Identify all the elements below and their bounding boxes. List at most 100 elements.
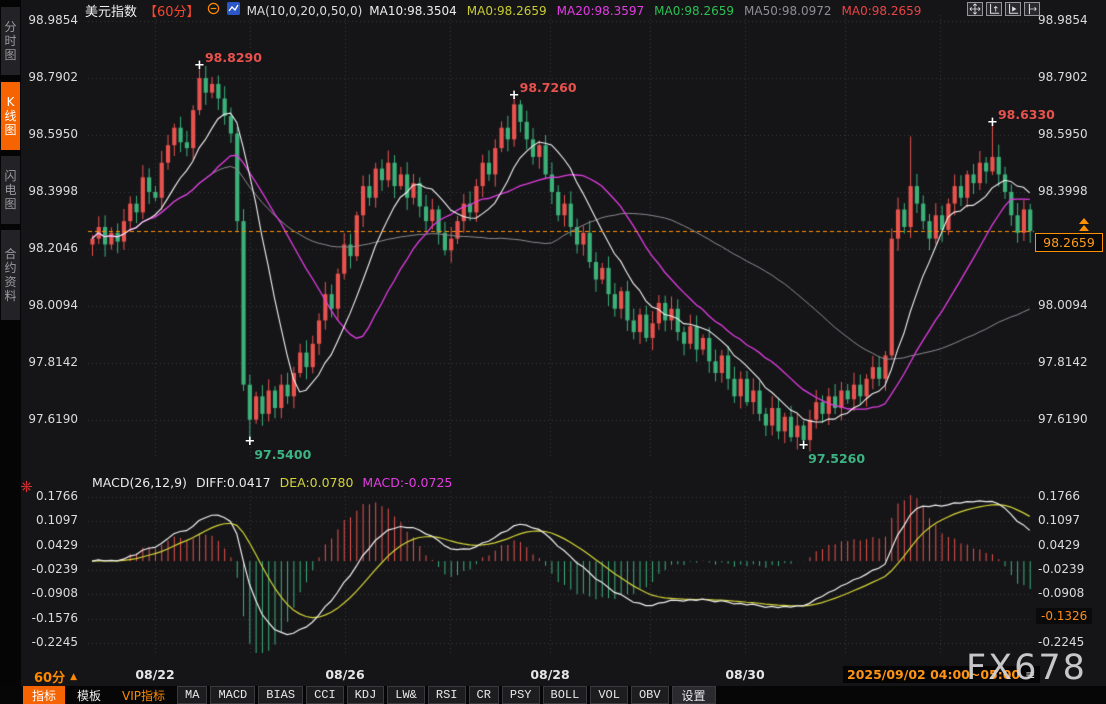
chart-header: 美元指数 【60分】 MA(10,0,20,0,50,0) MA10:98.35…	[85, 2, 922, 20]
ma-value-label: MA10:98.3504	[369, 3, 457, 18]
toolbar-item-设置[interactable]: 设置	[671, 686, 716, 704]
menu-icon[interactable]: ≡	[1025, 667, 1036, 682]
macd-axis-label: 0.0429	[36, 538, 78, 552]
xaxis-row: 60分 ▲ 08/22 08/26 08/28 08/30 2025/09/02 04…	[0, 664, 1106, 686]
ma-value-label: MA0:98.2659	[654, 3, 735, 18]
sidebar-tab-1[interactable]: 分时图	[1, 7, 20, 75]
toolbar-item-OBV[interactable]: OBV	[630, 686, 669, 704]
sidebar-tab-char: 图	[4, 123, 17, 137]
price-marker-arrows-icon	[1078, 217, 1090, 236]
pan-icon[interactable]	[967, 2, 983, 16]
macd-value-label: MACD:-0.0725	[362, 475, 453, 490]
macd-name-label: MACD(26,12,9)	[92, 475, 187, 490]
sidebar-tab-char: K	[6, 95, 15, 109]
macd-axis-label: -0.2245	[31, 635, 78, 649]
sidebar-tab-char: 电	[4, 183, 17, 197]
current-time-text: 2025/09/02 04:00~05:00	[847, 667, 1021, 682]
axis-play-icon[interactable]	[1005, 2, 1021, 16]
ma-value-label: MA20:98.3597	[556, 3, 645, 18]
macd-axis-label: 0.1766	[36, 489, 78, 503]
toolbar-item-MA[interactable]: MA	[177, 686, 208, 704]
date-tick-label: 08/22	[135, 667, 175, 682]
toolbar-item-VIP指标[interactable]: VIP指标	[122, 688, 166, 703]
sidebar-tab-char: 约	[4, 261, 17, 275]
indicator-settings-icon[interactable]	[20, 478, 33, 497]
watermark: FX678	[966, 648, 1087, 688]
macd-axis-label: -0.0908	[1038, 586, 1085, 600]
kline-chart-icon	[226, 2, 240, 19]
extreme-cross-marker-icon: +	[798, 438, 810, 454]
price-axis-label: 98.3998	[1038, 184, 1088, 198]
macd-axis-label: -0.0908	[31, 586, 78, 600]
macd-axis-label: -0.2245	[1038, 635, 1085, 649]
price-axis-label: 97.8142	[28, 355, 78, 369]
axis-shift-icon[interactable]	[1024, 2, 1040, 16]
extreme-price-annotation: 97.5400	[254, 447, 312, 463]
extreme-cross-marker-icon: +	[508, 87, 520, 103]
minus-circle-icon[interactable]	[207, 2, 220, 19]
extreme-cross-marker-icon: +	[193, 57, 205, 73]
date-tick-label: 08/30	[725, 667, 765, 682]
price-axis-label: 98.7902	[28, 70, 78, 84]
axis-up-icon[interactable]	[986, 2, 1002, 16]
macd-dea-label: DEA:0.0780	[279, 475, 354, 490]
toolbar-item-指标[interactable]: 指标	[23, 686, 66, 704]
toolbar-item-RSI[interactable]: RSI	[427, 686, 466, 704]
macd-diff-label: DIFF:0.0417	[195, 475, 271, 490]
current-price-marker: 98.2659	[1035, 233, 1103, 252]
sidebar-tab-char: 资	[4, 275, 17, 289]
extreme-price-annotation: 98.6330	[997, 106, 1055, 122]
sidebar-tab-4[interactable]: 合约资料	[1, 230, 20, 320]
date-tick-label: 08/26	[325, 667, 365, 682]
extreme-price-annotation: 98.8290	[204, 49, 262, 65]
toolbar-item-KDJ[interactable]: KDJ	[346, 686, 385, 704]
price-axis-label: 98.0094	[1038, 298, 1088, 312]
ma-value-label: MA0:98.2659	[841, 3, 922, 18]
bottom-toolbar: 指标 模板 VIP指标 MA MACD BIAS CCI KDJ LW& RSI CR PSY BOLL…	[0, 686, 1106, 704]
toolbar-item-CCI[interactable]: CCI	[306, 686, 344, 704]
ma-formula-label: MA(10,0,20,0,50,0)	[246, 3, 363, 18]
price-axis-label: 98.3998	[28, 184, 78, 198]
extreme-cross-marker-icon: +	[986, 114, 998, 130]
date-tick-label: 08/28	[530, 667, 570, 682]
price-axis-label: 98.9854	[28, 13, 78, 27]
price-axis-label: 98.7902	[1038, 70, 1088, 84]
toolbar-item-PSY[interactable]: PSY	[501, 686, 540, 704]
toolbar-item-BOLL[interactable]: BOLL	[542, 686, 588, 704]
price-axis-label: 98.5950	[28, 127, 78, 141]
current-time-label: 2025/09/02 04:00~05:00 ≡	[843, 666, 1040, 683]
sidebar-tab-char: 合	[4, 247, 17, 261]
macd-axis-label: -0.0239	[1038, 562, 1085, 576]
extreme-cross-marker-icon: +	[244, 434, 256, 450]
toolbar-item-BIAS[interactable]: BIAS	[258, 686, 304, 704]
macd-axis-label: -0.1576	[31, 611, 78, 625]
price-axis-label: 97.6190	[28, 412, 78, 426]
period-dropdown-label: 60分	[34, 671, 66, 686]
sidebar-tab-char: 线	[4, 109, 17, 123]
macd-axis-label: 0.0429	[1038, 538, 1080, 552]
macd-header: MACD(26,12,9) DIFF:0.0417 DEA:0.0780 MAC…	[92, 475, 452, 490]
toolbar-item-模板[interactable]: 模板	[77, 688, 102, 703]
macd-current-marker: -0.1326	[1036, 608, 1093, 624]
price-axis-label: 98.0094	[28, 298, 78, 312]
macd-axis-label: -0.0239	[31, 562, 78, 576]
sidebar-tab-char: 图	[4, 197, 17, 211]
price-axis-label: 98.2046	[28, 241, 78, 255]
chart-tool-buttons	[967, 2, 1040, 16]
period-dropdown-arrow-icon: ▲	[70, 671, 78, 682]
toolbar-item-VOL[interactable]: VOL	[590, 686, 628, 704]
sidebar-tab-3[interactable]: 闪电图	[1, 156, 20, 224]
extreme-price-annotation: 97.5260	[808, 451, 866, 467]
extreme-price-annotation: 98.7260	[519, 79, 577, 95]
toolbar-item-CR[interactable]: CR	[468, 686, 499, 704]
period-dropdown[interactable]: 60分 ▲	[34, 667, 77, 686]
toolbar-item-MACD[interactable]: MACD	[210, 686, 256, 704]
toolbar-item-LW&[interactable]: LW&	[387, 686, 425, 704]
sidebar-tab-char: 料	[4, 289, 17, 303]
price-axis-label: 98.5950	[1038, 127, 1088, 141]
macd-axis-label: 0.1766	[1038, 489, 1080, 503]
